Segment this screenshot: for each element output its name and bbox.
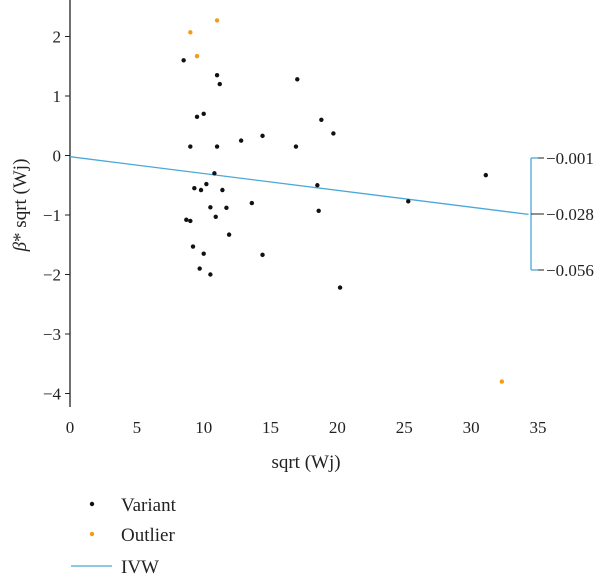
legend-outlier-marker — [89, 531, 95, 537]
y-tick-label: −3 — [43, 325, 61, 344]
variant-point — [226, 232, 232, 237]
ivw-regression-line — [69, 156, 529, 216]
x-tick-label: 30 — [463, 418, 480, 437]
y-tick-label: −1 — [43, 206, 61, 225]
variant-point — [181, 58, 186, 63]
x-tick-label: 35 — [529, 418, 546, 437]
variant-point — [316, 208, 321, 214]
variant-point — [197, 266, 202, 271]
variant-point — [201, 251, 206, 256]
x-tick-label: 5 — [133, 418, 142, 437]
variant-point — [204, 181, 209, 187]
variant-point — [315, 183, 320, 188]
variant-point — [319, 117, 324, 123]
x-axis-title: sqrt (Wj) — [271, 452, 340, 473]
variant-point — [406, 199, 411, 204]
outlier-point — [214, 18, 220, 23]
variant-point — [293, 144, 299, 149]
y-axis-title: β* sqrt (Wj) — [10, 159, 31, 253]
variant-point — [194, 114, 200, 120]
legend-ivw-label: IVW — [121, 557, 159, 578]
variant-point — [249, 200, 255, 206]
y-tick-label: 0 — [53, 147, 62, 166]
y-tick-label: 1 — [53, 87, 62, 106]
ivw-estimate-bracket: −0.001 −0.028 −0.056 — [530, 149, 594, 280]
variant-point — [201, 111, 206, 117]
variant-point — [214, 144, 220, 149]
x-tick-label: 25 — [396, 418, 413, 437]
x-tick-label: 20 — [329, 418, 346, 437]
x-ticks: 0 5 10 15 20 25 30 35 — [66, 418, 547, 437]
variant-point — [208, 272, 213, 277]
x-tick-label: 0 — [66, 418, 75, 437]
legend-variant-marker — [89, 501, 95, 507]
ivw-line-group — [69, 156, 529, 216]
variant-point — [483, 172, 489, 178]
variant-point — [295, 77, 300, 82]
ci-label-mid: −0.028 — [546, 205, 594, 224]
y-axis-title-beta: β — [10, 241, 31, 252]
outlier-point — [194, 53, 200, 59]
variant-point — [220, 187, 225, 193]
legend-outlier-label: Outlier — [121, 525, 175, 546]
y-tick-label: −4 — [43, 385, 62, 404]
outlier-point — [188, 30, 193, 35]
variant-point — [212, 171, 217, 176]
variant-point — [214, 72, 220, 78]
y-axis-title-rest: * sqrt (Wj) — [10, 159, 31, 242]
axes: 210−1−2−3−4 0 5 10 15 20 25 30 35 — [43, 0, 547, 437]
ci-label-upper: −0.001 — [546, 149, 594, 168]
variant-point — [217, 81, 222, 87]
x-tick-label: 10 — [195, 418, 212, 437]
variant-point — [213, 214, 218, 219]
variant-point — [192, 186, 197, 191]
variant-point — [184, 217, 189, 222]
variant-point — [337, 285, 343, 290]
y-tick-label: −2 — [43, 266, 61, 285]
legend: Variant Outlier IVW — [71, 495, 177, 578]
variant-point — [198, 187, 204, 193]
variant-point — [208, 205, 213, 210]
ci-label-lower: −0.056 — [546, 261, 594, 280]
variant-point — [224, 205, 229, 211]
legend-variant-label: Variant — [121, 495, 177, 516]
outlier-point — [499, 379, 505, 384]
variant-point — [190, 244, 196, 249]
y-ticks: 2 1 0 −1 −2 −3 −4 — [43, 28, 70, 404]
variant-point — [331, 131, 336, 136]
y-tick-label: 2 — [53, 28, 62, 47]
variant-point — [260, 252, 265, 258]
variant-point — [238, 138, 244, 143]
variant-point — [188, 218, 193, 224]
data-points — [181, 18, 505, 384]
variant-point — [260, 133, 265, 139]
variant-point — [188, 144, 193, 149]
x-tick-label: 15 — [262, 418, 279, 437]
